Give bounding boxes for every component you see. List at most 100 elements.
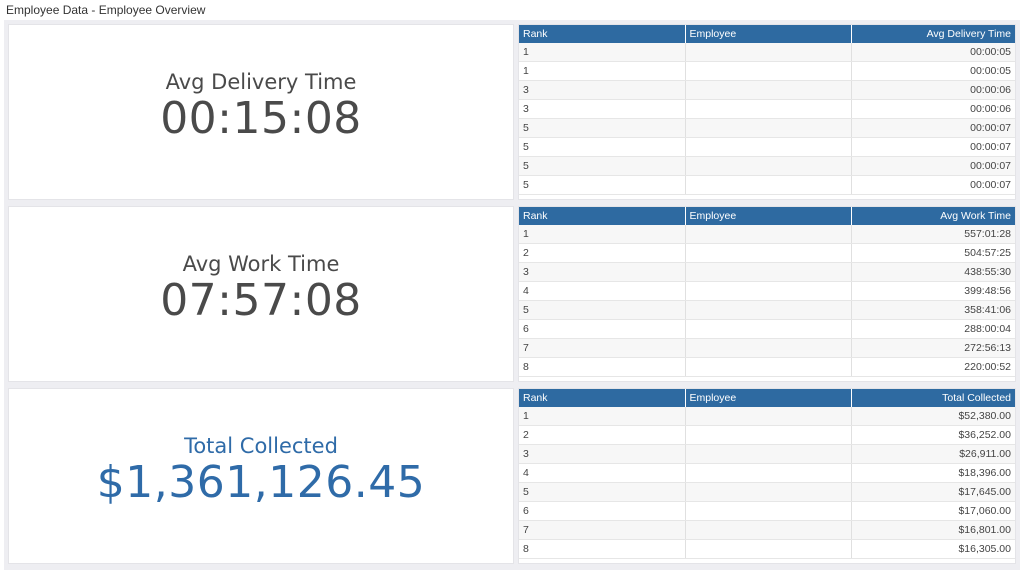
- table-cell: 1: [519, 225, 686, 245]
- column-header[interactable]: Employee: [685, 25, 852, 43]
- kpi-card-avg-work-time[interactable]: Avg Work Time 07:57:08: [8, 206, 514, 382]
- dashboard-row-delivery: Avg Delivery Time 00:15:08 Rank Employee A…: [4, 22, 1020, 200]
- table-cell: [685, 118, 852, 139]
- table-cell: 00:00:07: [851, 118, 1015, 139]
- table-cell: [685, 99, 852, 120]
- table-cell: 4: [519, 281, 686, 302]
- table-cell: $52,380.00: [851, 407, 1015, 427]
- table-cell: [685, 319, 852, 340]
- table-cell: [685, 463, 852, 484]
- table-row[interactable]: 4 $18,396.00: [519, 463, 1015, 484]
- table-row[interactable]: 1 557:01:28: [519, 225, 1015, 245]
- column-header[interactable]: Rank: [519, 389, 686, 407]
- table-cell: 5: [519, 175, 686, 196]
- table-row[interactable]: 1 00:00:05: [519, 43, 1015, 63]
- table-cell: 3: [519, 99, 686, 120]
- table-cell: 7: [519, 338, 686, 359]
- table-cell: [685, 156, 852, 177]
- table-cell: [685, 357, 852, 378]
- table-cell: 220:00:52: [851, 357, 1015, 378]
- table-cell: 00:00:06: [851, 80, 1015, 101]
- table-avg-delivery-time[interactable]: Rank Employee Avg Delivery Time 1 00:00:05 1 0…: [518, 24, 1016, 200]
- dashboard-row-collected: Total Collected $1,361,126.45 Rank Employ…: [4, 386, 1020, 564]
- dashboard: Avg Delivery Time 00:15:08 Rank Employee A…: [4, 20, 1020, 570]
- table-cell: 5: [519, 482, 686, 503]
- table-cell: 00:00:05: [851, 43, 1015, 63]
- table-total-collected[interactable]: Rank Employee Total Collected 1 $52,380.00 2 $…: [518, 388, 1016, 564]
- table-cell: [685, 61, 852, 82]
- table-cell: 504:57:25: [851, 243, 1015, 264]
- table-cell: 2: [519, 425, 686, 446]
- data-table: Rank Employee Avg Work Time 1 557:01:28 2 504:…: [519, 207, 1015, 378]
- table-row[interactable]: 3 00:00:06: [519, 99, 1015, 120]
- table-row[interactable]: 2 $36,252.00: [519, 425, 1015, 446]
- table-cell: 8: [519, 357, 686, 378]
- kpi-value: $1,361,126.45: [96, 457, 426, 508]
- column-header[interactable]: Total Collected: [851, 389, 1015, 407]
- table-row[interactable]: 3 $26,911.00: [519, 444, 1015, 465]
- table-cell: 3: [519, 444, 686, 465]
- table-row[interactable]: 3 00:00:06: [519, 80, 1015, 101]
- table-cell: 00:00:07: [851, 175, 1015, 196]
- table-row[interactable]: 4 399:48:56: [519, 281, 1015, 302]
- table-cell: [685, 175, 852, 196]
- table-cell: 00:00:07: [851, 137, 1015, 158]
- table-cell: 8: [519, 539, 686, 560]
- table-row[interactable]: 2 504:57:25: [519, 243, 1015, 264]
- table-row[interactable]: 3 438:55:30: [519, 262, 1015, 283]
- column-header[interactable]: Avg Work Time: [851, 207, 1015, 225]
- column-header[interactable]: Avg Delivery Time: [851, 25, 1015, 43]
- table-cell: 438:55:30: [851, 262, 1015, 283]
- table-header-row: Rank Employee Total Collected: [519, 389, 1015, 407]
- kpi-label: Total Collected: [184, 434, 338, 458]
- table-cell: [685, 80, 852, 101]
- table-cell: 1: [519, 407, 686, 427]
- kpi-card-avg-delivery-time[interactable]: Avg Delivery Time 00:15:08: [8, 24, 514, 200]
- table-cell: 358:41:06: [851, 300, 1015, 321]
- table-cell: 4: [519, 463, 686, 484]
- table-row[interactable]: 5 00:00:07: [519, 118, 1015, 139]
- table-cell: [685, 243, 852, 264]
- table-cell: [685, 520, 852, 541]
- table-cell: 5: [519, 118, 686, 139]
- table-cell: 399:48:56: [851, 281, 1015, 302]
- table-cell: [685, 482, 852, 503]
- table-row[interactable]: 8 $16,305.00: [519, 539, 1015, 560]
- kpi-card-total-collected[interactable]: Total Collected $1,361,126.45: [8, 388, 514, 564]
- table-cell: [685, 43, 852, 63]
- table-cell: [685, 262, 852, 283]
- table-header-row: Rank Employee Avg Work Time: [519, 207, 1015, 225]
- column-header[interactable]: Employee: [685, 207, 852, 225]
- data-table: Rank Employee Avg Delivery Time 1 00:00:05 1 0…: [519, 25, 1015, 196]
- table-cell: $36,252.00: [851, 425, 1015, 446]
- table-row[interactable]: 5 00:00:07: [519, 137, 1015, 158]
- table-cell: [685, 225, 852, 245]
- table-header-row: Rank Employee Avg Delivery Time: [519, 25, 1015, 43]
- table-cell: [685, 281, 852, 302]
- table-row[interactable]: 5 358:41:06: [519, 300, 1015, 321]
- table-cell: [685, 137, 852, 158]
- table-row[interactable]: 6 288:00:04: [519, 319, 1015, 340]
- table-row[interactable]: 1 00:00:05: [519, 61, 1015, 82]
- table-row[interactable]: 7 272:56:13: [519, 338, 1015, 359]
- page-title: Employee Data - Employee Overview: [6, 3, 206, 17]
- table-cell: $17,645.00: [851, 482, 1015, 503]
- table-row[interactable]: 1 $52,380.00: [519, 407, 1015, 427]
- table-row[interactable]: 6 $17,060.00: [519, 501, 1015, 522]
- table-cell: [685, 444, 852, 465]
- column-header[interactable]: Employee: [685, 389, 852, 407]
- table-row[interactable]: 8 220:00:52: [519, 357, 1015, 378]
- table-row[interactable]: 5 $17,645.00: [519, 482, 1015, 503]
- table-cell: 1: [519, 43, 686, 63]
- table-row[interactable]: 7 $16,801.00: [519, 520, 1015, 541]
- kpi-value: 07:57:08: [160, 275, 362, 326]
- table-avg-work-time[interactable]: Rank Employee Avg Work Time 1 557:01:28 2 504:…: [518, 206, 1016, 382]
- table-row[interactable]: 5 00:00:07: [519, 156, 1015, 177]
- column-header[interactable]: Rank: [519, 207, 686, 225]
- table-cell: 6: [519, 501, 686, 522]
- table-cell: [685, 300, 852, 321]
- table-row[interactable]: 5 00:00:07: [519, 175, 1015, 196]
- kpi-value: 00:15:08: [160, 93, 362, 144]
- column-header[interactable]: Rank: [519, 25, 686, 43]
- table-cell: 272:56:13: [851, 338, 1015, 359]
